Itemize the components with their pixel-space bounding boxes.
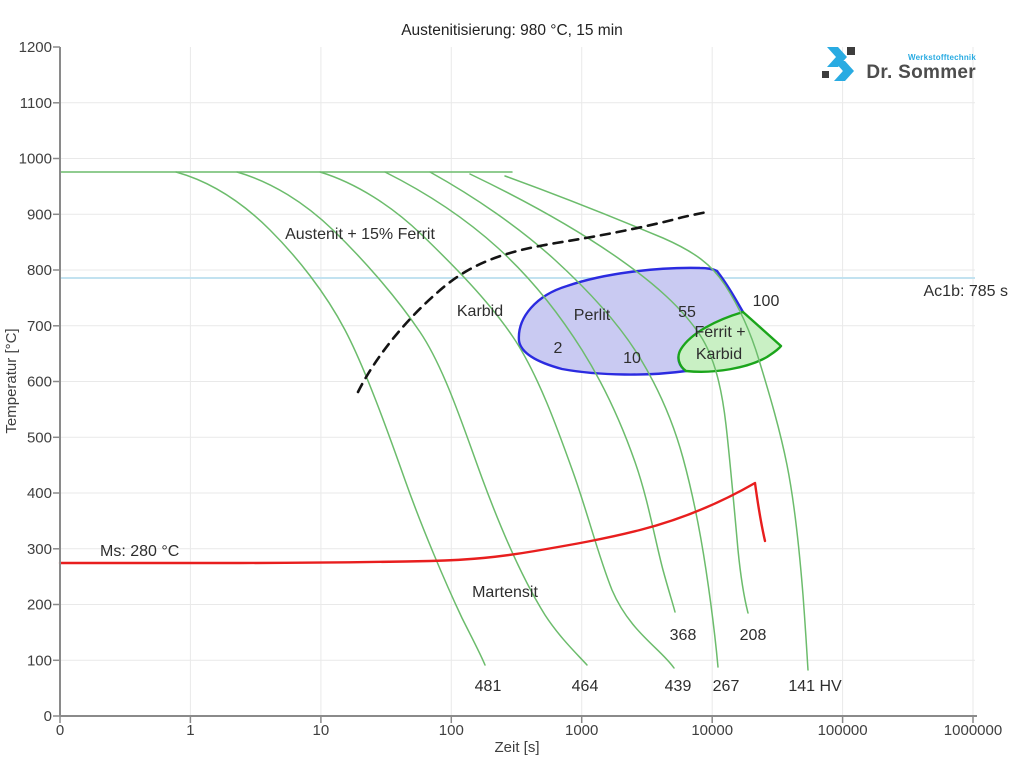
label-hv-208: 208	[740, 627, 767, 644]
cooling-curve-141	[504, 175, 809, 671]
y-tick: 1100	[20, 95, 52, 112]
y-tick: 900	[27, 206, 52, 223]
label-hv-267: 267	[713, 678, 740, 695]
y-tick: 500	[27, 429, 52, 446]
label-pct-55: 55	[678, 304, 696, 321]
axis-ticks	[53, 46, 974, 723]
label-hv-464: 464	[572, 678, 599, 695]
x-tick: 100000	[818, 722, 868, 739]
x-tick-labels: 0 1 10 100 1000 10000 100000 1000000	[56, 722, 1002, 739]
y-tick: 0	[44, 708, 52, 725]
label-martensit: Martensit	[472, 584, 538, 601]
label-hv-481: 481	[475, 678, 502, 695]
label-hv-439: 439	[665, 678, 692, 695]
label-pct-10: 10	[623, 350, 641, 367]
logo-icon	[822, 47, 856, 81]
x-tick: 100	[439, 722, 464, 739]
y-tick: 800	[27, 262, 52, 279]
x-axis-title: Zeit [s]	[494, 739, 539, 756]
y-tick: 700	[27, 318, 52, 335]
cooling-curve-368	[384, 171, 676, 613]
karbid-boundary-dashed	[356, 210, 709, 394]
x-tick: 10	[313, 722, 330, 739]
label-ferrit-karbid-1: Ferrit +	[694, 324, 745, 341]
chart-title: Austenitisierung: 980 °C, 15 min	[401, 22, 623, 39]
y-tick: 1000	[19, 151, 52, 168]
y-tick: 1200	[19, 39, 52, 56]
x-tick: 0	[56, 722, 64, 739]
label-ms: Ms: 280 °C	[100, 543, 179, 560]
cooling-curves	[175, 171, 809, 671]
logo: Werkstofftechnik Dr. Sommer	[821, 46, 976, 82]
label-pct-2: 2	[554, 340, 563, 357]
y-tick: 100	[27, 652, 52, 669]
grid	[60, 47, 975, 716]
ms-line	[58, 481, 767, 565]
label-hv-141: 141 HV	[788, 678, 842, 695]
logo-tagline: Werkstofftechnik	[908, 52, 976, 62]
logo-brand: Dr. Sommer	[866, 62, 976, 83]
cooling-curve-439	[319, 171, 675, 669]
x-tick: 10000	[691, 722, 733, 739]
label-perlit: Perlit	[574, 307, 611, 324]
cooling-curve-481	[175, 171, 486, 666]
ferrit-karbid-region	[677, 310, 783, 373]
y-tick-labels: 1200 1100 1000 900 800 700 600 500 400 3…	[19, 39, 52, 725]
y-axis-title: Temperatur [°C]	[3, 328, 20, 433]
y-tick: 200	[27, 597, 52, 614]
label-karbid: Karbid	[457, 303, 503, 320]
y-tick: 600	[27, 374, 52, 391]
label-hv-368: 368	[670, 627, 697, 644]
label-austenit-ferrit: Austenit + 15% Ferrit	[285, 226, 435, 243]
x-tick: 1	[186, 722, 194, 739]
x-tick: 1000	[565, 722, 598, 739]
x-tick: 1000000	[944, 722, 1002, 739]
cooling-curve-464	[236, 171, 588, 666]
label-ac1b: Ac1b: 785 s	[924, 283, 1009, 300]
y-tick: 300	[27, 541, 52, 558]
y-tick: 400	[27, 485, 52, 502]
label-ferrit-karbid-2: Karbid	[696, 346, 742, 363]
label-pct-100: 100	[753, 293, 780, 310]
cooling-curve-208	[469, 173, 749, 614]
cooling-curve-267	[429, 171, 719, 668]
